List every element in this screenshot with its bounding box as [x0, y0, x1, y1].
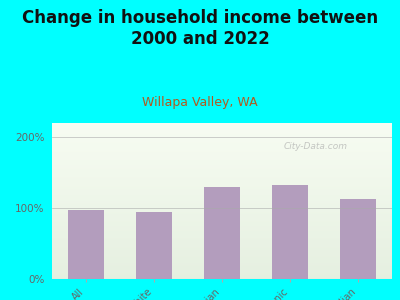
- Bar: [272, 185, 308, 279]
- Text: Change in household income between
2000 and 2022: Change in household income between 2000 …: [22, 9, 378, 48]
- Text: City-Data.com: City-Data.com: [283, 142, 347, 151]
- Bar: [204, 187, 240, 279]
- Bar: [136, 212, 172, 279]
- Text: Willapa Valley, WA: Willapa Valley, WA: [142, 96, 258, 109]
- Bar: [340, 199, 376, 279]
- Bar: [68, 210, 104, 279]
